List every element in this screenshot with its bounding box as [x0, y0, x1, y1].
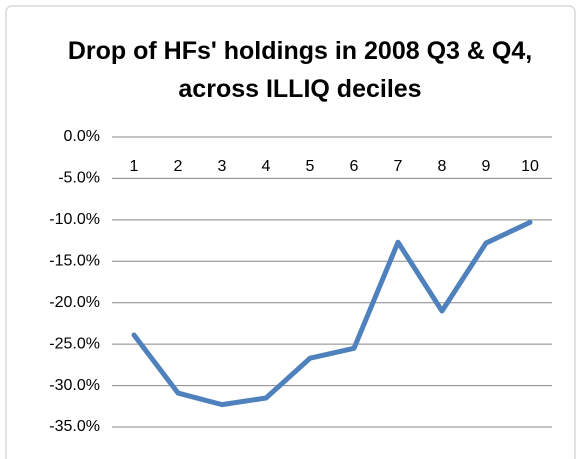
x-tick-label: 10: [521, 158, 539, 175]
x-tick-label: 8: [438, 158, 447, 175]
x-tick-label: 6: [350, 158, 359, 175]
x-tick-label: 1: [130, 158, 139, 175]
x-tick-label: 2: [174, 158, 183, 175]
y-tick-label: -35.0%: [49, 418, 100, 435]
x-tick-label: 4: [262, 158, 271, 175]
x-tick-label: 7: [394, 158, 403, 175]
y-tick-label: 0.0%: [64, 128, 100, 145]
data-line: [131, 219, 533, 408]
y-tick-label: -20.0%: [49, 294, 100, 311]
y-tick-label: -30.0%: [49, 377, 100, 394]
x-tick-label: 5: [306, 158, 315, 175]
y-tick-label: -10.0%: [49, 211, 100, 228]
y-tick-label: -5.0%: [58, 170, 100, 187]
y-tick-label: -15.0%: [49, 253, 100, 270]
x-tick-label: 9: [482, 158, 491, 175]
chart-border: [5, 5, 576, 459]
y-tick-label: -25.0%: [49, 335, 100, 352]
x-tick-label: 3: [218, 158, 227, 175]
chart-title: Drop of HFs' holdings in 2008 Q3 & Q4, a…: [67, 37, 533, 103]
